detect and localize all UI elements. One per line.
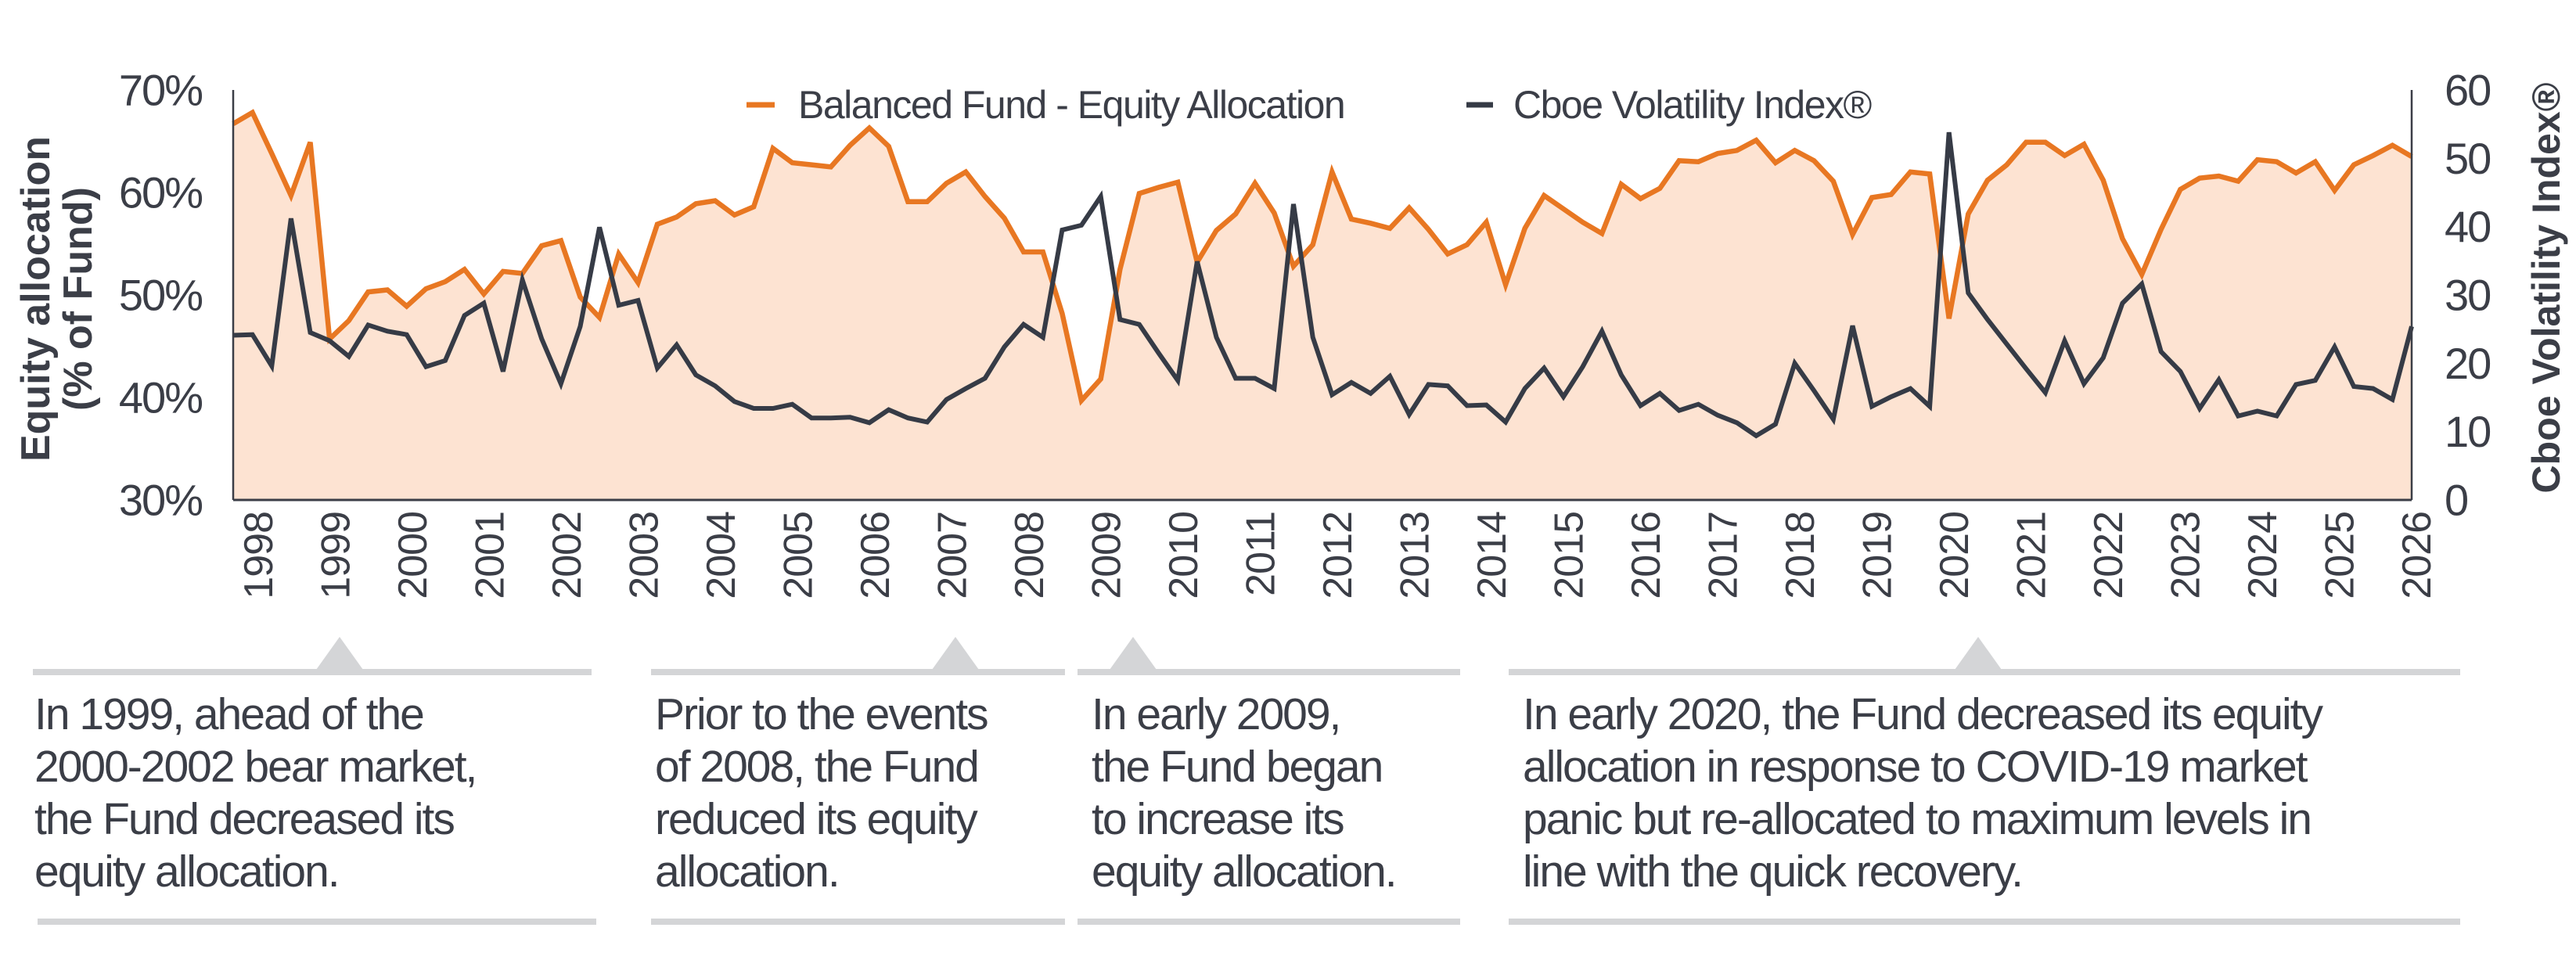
x-tick-label: 2016 bbox=[1624, 512, 1669, 599]
right-axis-ticks: 0 10 20 30 40 50 60 bbox=[2445, 66, 2491, 525]
left-axis-title-line2: (% of Fund) bbox=[56, 187, 101, 411]
bottom-divider bbox=[38, 919, 596, 925]
top-divider bbox=[1509, 669, 2460, 675]
left-axis-title: Equity allocation bbox=[13, 136, 59, 462]
x-tick-label: 2017 bbox=[1701, 512, 1747, 599]
right-tick-label: 20 bbox=[2445, 339, 2490, 388]
x-tick-label: 2006 bbox=[853, 512, 898, 599]
pointer-triangle bbox=[932, 637, 979, 670]
annotation-text: In early 2009, the Fund began to increas… bbox=[1092, 689, 1398, 897]
right-tick-label: 50 bbox=[2445, 134, 2490, 183]
legend: Balanced Fund - Equity Allocation Cboe V… bbox=[747, 83, 1873, 127]
x-tick-label: 2020 bbox=[1932, 512, 1977, 599]
x-tick-label: 2022 bbox=[2086, 512, 2132, 599]
annotation-text: In 1999, ahead of the 2000-2002 bear mar… bbox=[34, 689, 477, 897]
equity-area-fill bbox=[233, 112, 2412, 501]
x-tick-label: 2001 bbox=[468, 512, 513, 599]
legend-label-vix: Cboe Volatility Index® bbox=[1513, 83, 1873, 127]
x-tick-label: 2025 bbox=[2318, 512, 2363, 599]
right-axis-title: Cboe Volatility Index® bbox=[2524, 82, 2568, 493]
x-tick-label: 2012 bbox=[1315, 512, 1361, 599]
x-tick-label: 2010 bbox=[1161, 512, 1207, 599]
bottom-divider bbox=[1509, 919, 2460, 925]
x-tick-label: 1999 bbox=[314, 512, 359, 599]
vix-line bbox=[232, 131, 2414, 439]
x-tick-label: 2009 bbox=[1085, 512, 1130, 599]
x-tick-label: 2008 bbox=[1007, 512, 1052, 599]
top-divider bbox=[33, 669, 592, 675]
left-axis-ticks: 30% 40% 50% 60% 70% bbox=[119, 66, 203, 525]
x-tick-label: 2011 bbox=[1239, 512, 1284, 596]
x-tick-label: 2005 bbox=[776, 512, 822, 599]
x-tick-label: 2007 bbox=[930, 512, 976, 599]
left-tick-label: 60% bbox=[119, 168, 202, 218]
legend-label-equity: Balanced Fund - Equity Allocation bbox=[798, 83, 1344, 127]
x-tick-label: 2014 bbox=[1470, 512, 1515, 599]
left-tick-label: 40% bbox=[119, 373, 202, 422]
top-divider bbox=[1078, 669, 1460, 675]
pointer-triangle bbox=[1955, 637, 2002, 670]
right-tick-label: 40 bbox=[2445, 202, 2490, 251]
pointer-triangle bbox=[316, 637, 363, 670]
pointer-triangle bbox=[1110, 637, 1157, 670]
x-tick-label: 2026 bbox=[2394, 512, 2440, 599]
right-tick-label: 60 bbox=[2445, 66, 2490, 115]
right-tick-label: 0 bbox=[2445, 476, 2467, 525]
left-tick-label: 70% bbox=[119, 66, 202, 115]
x-tick-label: 2021 bbox=[2009, 512, 2055, 599]
equity-area-layer bbox=[233, 112, 2412, 501]
equity-allocation-line bbox=[232, 109, 2413, 406]
x-tick-label: 2015 bbox=[1547, 512, 1592, 599]
x-tick-label: 2024 bbox=[2240, 512, 2286, 599]
x-tick-label: 2003 bbox=[622, 512, 667, 599]
annotation-text: Prior to the events of 2008, the Fund re… bbox=[655, 689, 989, 897]
x-tick-label: 2004 bbox=[699, 512, 744, 599]
series-lines bbox=[232, 109, 2414, 439]
x-tick-label: 2019 bbox=[1855, 512, 1901, 599]
left-tick-label: 30% bbox=[119, 476, 202, 525]
x-tick-label: 2000 bbox=[390, 512, 436, 599]
bottom-divider bbox=[651, 919, 1065, 925]
x-tick-label: 2018 bbox=[1778, 512, 1823, 599]
top-divider bbox=[651, 669, 1065, 675]
x-tick-label: 2023 bbox=[2164, 512, 2209, 599]
annotation-text: In early 2020, the Fund decreased its eq… bbox=[1523, 689, 2323, 897]
right-tick-label: 10 bbox=[2445, 407, 2490, 456]
chart: 30% 40% 50% 60% 70% 0 10 20 30 40 50 60 1998 1999 20… bbox=[13, 66, 2568, 599]
x-axis-ticks: 1998 1999 2000 2001 2002 2003 2004 2005 2006 2007… bbox=[236, 512, 2440, 599]
bottom-divider bbox=[1078, 919, 1460, 925]
left-tick-label: 50% bbox=[119, 271, 202, 320]
x-tick-label: 1998 bbox=[236, 512, 282, 599]
x-tick-label: 2002 bbox=[545, 512, 590, 599]
x-tick-label: 2013 bbox=[1393, 512, 1438, 599]
right-tick-label: 30 bbox=[2445, 271, 2490, 320]
